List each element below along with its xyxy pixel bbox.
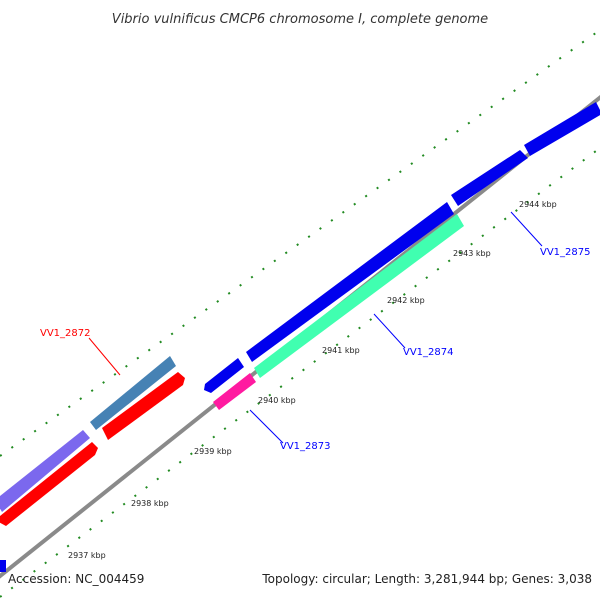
gene-labels: VV1_2872 VV1_2873 VV1_2874 VV1_2875 bbox=[40, 211, 591, 452]
gene-label-vv1-2874[interactable]: VV1_2874 bbox=[403, 347, 454, 358]
tick-label: 2940 kbp bbox=[258, 396, 296, 405]
tick-label: 2944 kbp bbox=[519, 200, 557, 209]
gene-label-vv1-2872[interactable]: VV1_2872 bbox=[40, 328, 91, 339]
tick-label: 2937 kbp bbox=[68, 551, 106, 560]
gene-feature[interactable] bbox=[204, 358, 244, 393]
gene-feature[interactable] bbox=[524, 102, 600, 156]
map-title: Vibrio vulnificus CMCP6 chromosome I, co… bbox=[112, 12, 488, 27]
genes-right-upper bbox=[204, 102, 600, 410]
leader-line bbox=[88, 337, 121, 376]
gene-feature[interactable] bbox=[451, 150, 528, 206]
inner-tick-track bbox=[0, 147, 600, 598]
gene-label-vv1-2875[interactable]: VV1_2875 bbox=[540, 247, 591, 258]
genome-summary-text: Topology: circular; Length: 3,281,944 bp… bbox=[262, 572, 592, 586]
gene-label-vv1-2873[interactable]: VV1_2873 bbox=[280, 441, 331, 452]
gene-feature[interactable] bbox=[213, 373, 256, 410]
gene-feature[interactable] bbox=[0, 442, 98, 526]
leader-line bbox=[373, 313, 406, 349]
gene-feature[interactable] bbox=[90, 356, 176, 430]
forward-strand-genes bbox=[0, 356, 185, 526]
accession-text: Accession: NC_004459 bbox=[8, 572, 145, 586]
tick-label: 2938 kbp bbox=[131, 499, 169, 508]
gene-feature[interactable] bbox=[0, 560, 6, 572]
tick-labels: 2937 kbp 2938 kbp 2939 kbp 2940 kbp 2941… bbox=[68, 200, 557, 560]
tick-label: 2939 kbp bbox=[194, 447, 232, 456]
gene-feature[interactable] bbox=[0, 430, 90, 512]
tick-label: 2942 kbp bbox=[387, 296, 425, 305]
outer-tick-track bbox=[0, 29, 600, 457]
gene-feature[interactable] bbox=[102, 372, 185, 440]
tick-label: 2941 kbp bbox=[322, 346, 360, 355]
leader-line bbox=[510, 211, 543, 247]
gene-feature[interactable] bbox=[254, 214, 464, 378]
tick-label: 2943 kbp bbox=[453, 249, 491, 258]
gene-feature[interactable] bbox=[246, 202, 454, 362]
leader-line bbox=[249, 409, 284, 444]
